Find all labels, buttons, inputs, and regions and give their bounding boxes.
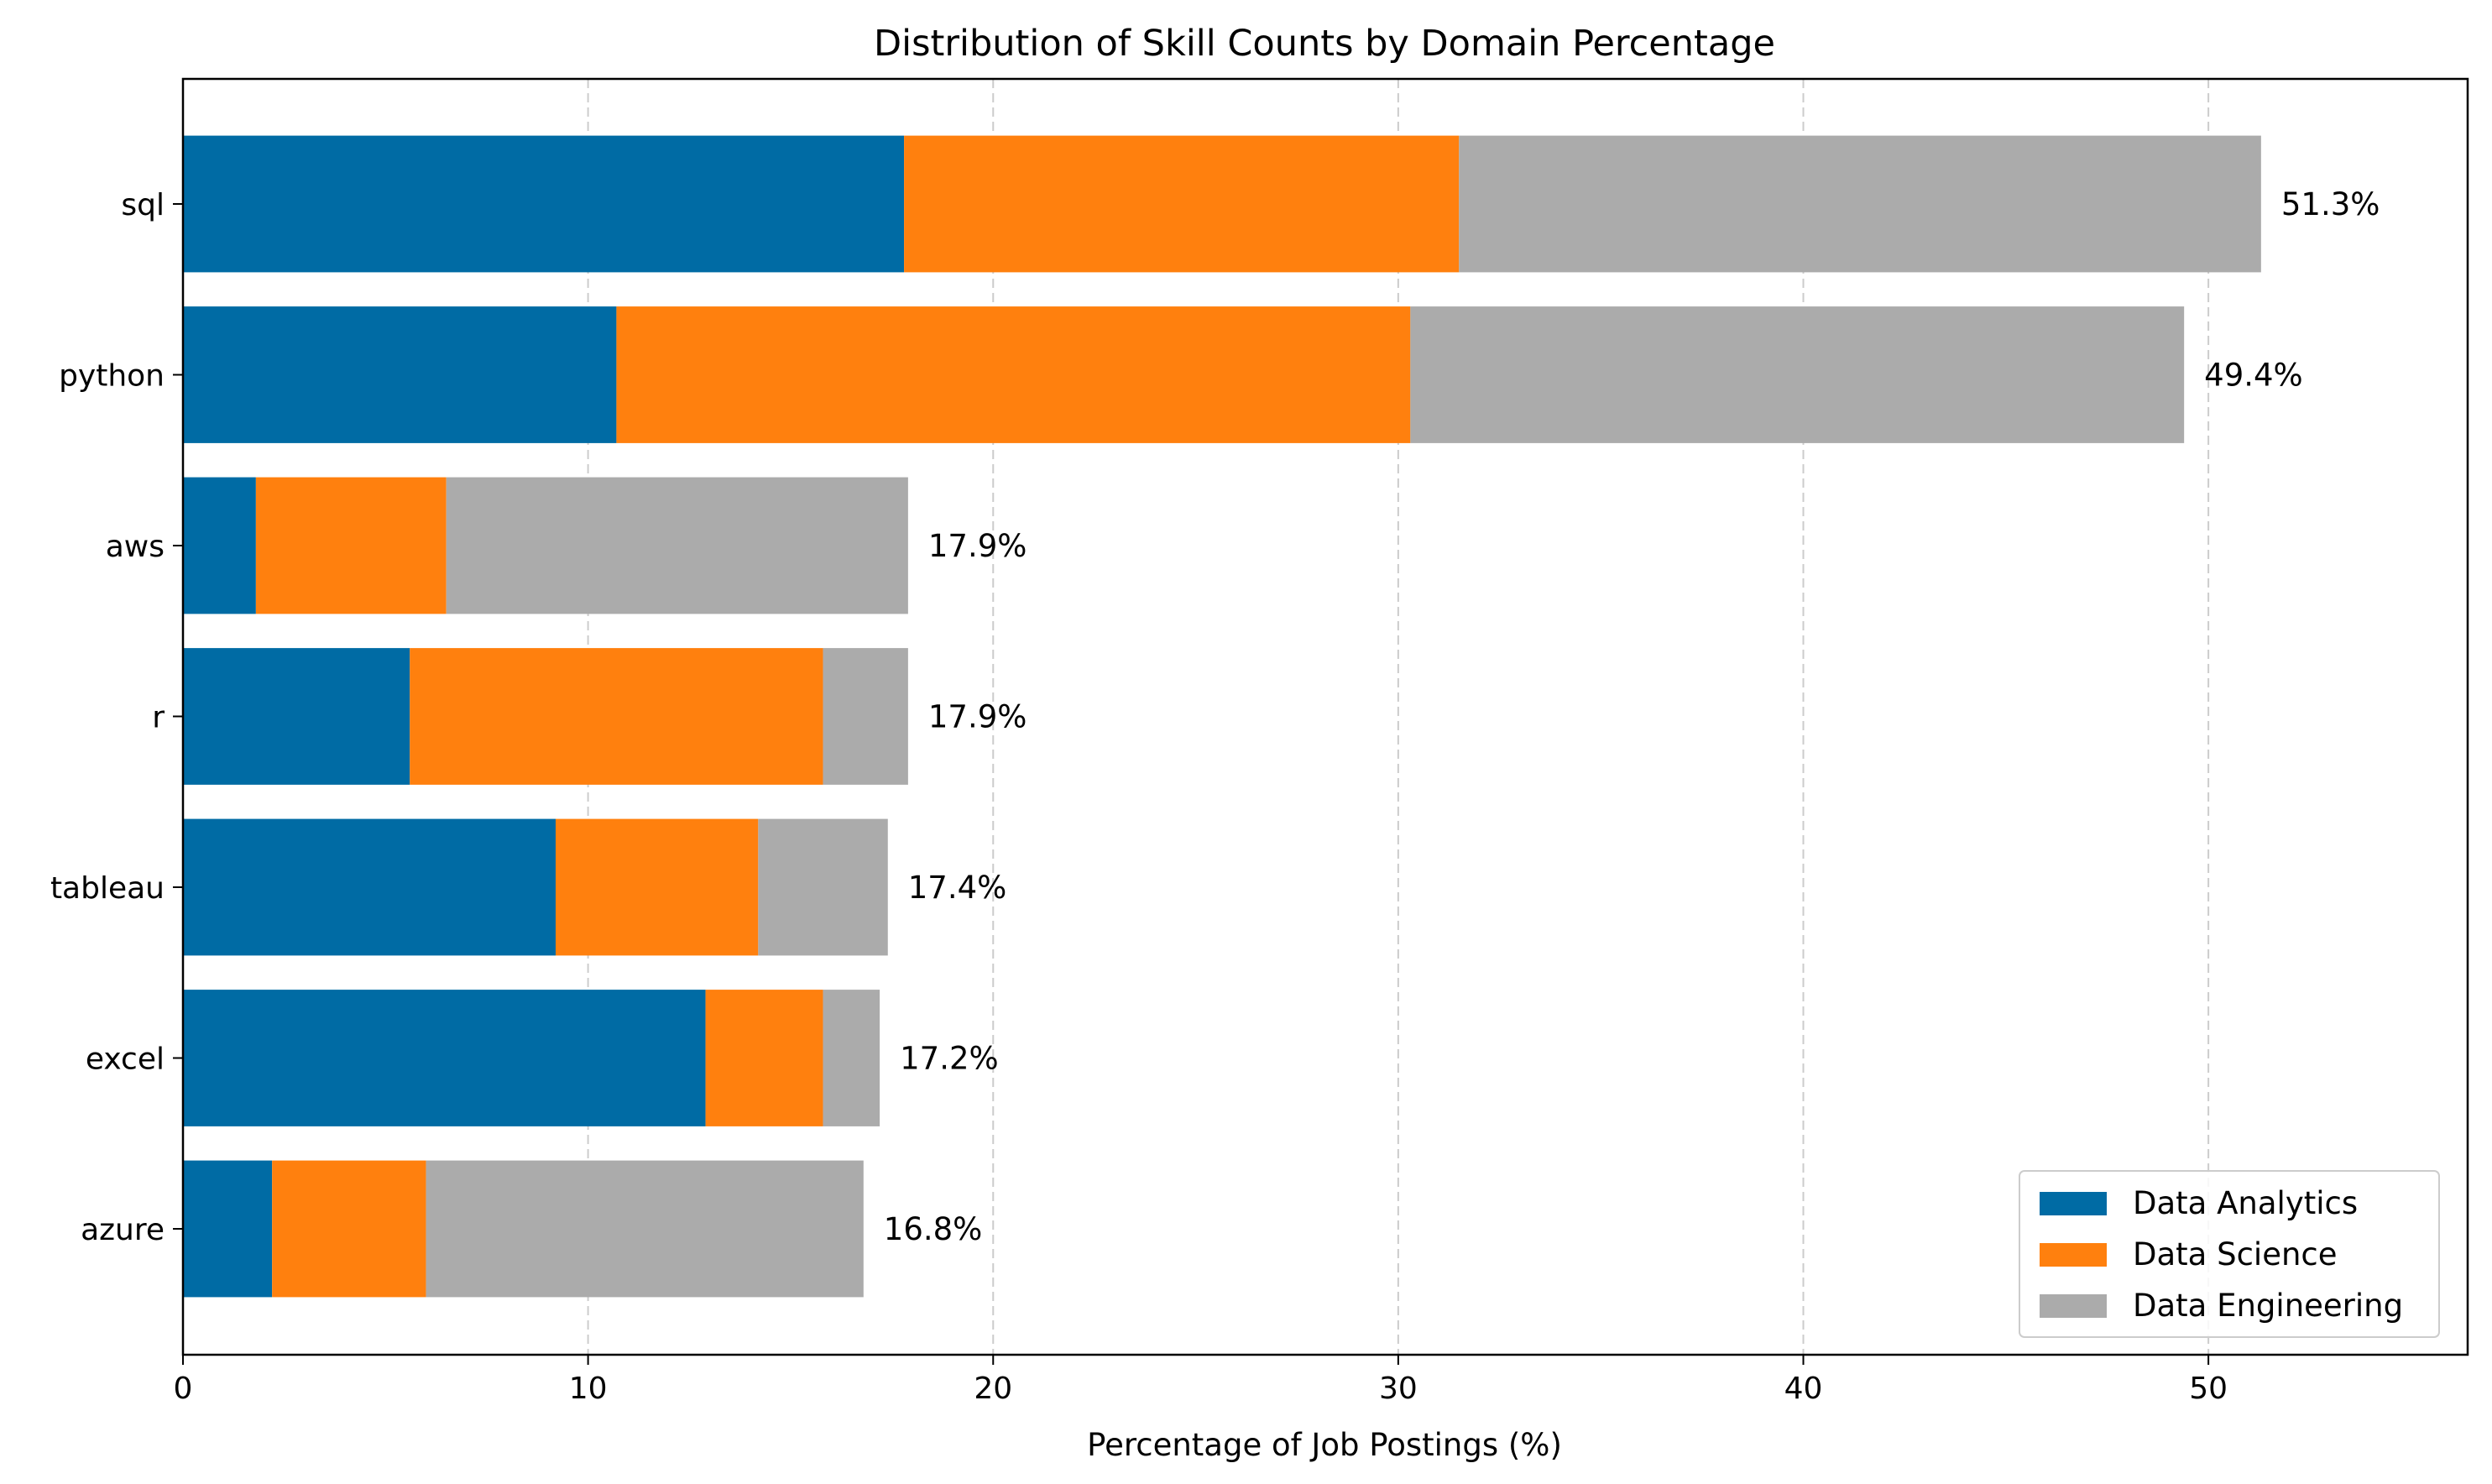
legend-label: Data Engineering	[2133, 1288, 2403, 1324]
bar-segment	[183, 135, 905, 273]
y-tick-label: r	[152, 701, 165, 735]
bar-segment	[183, 477, 256, 614]
x-tick-label: 0	[174, 1372, 193, 1406]
x-tick-label: 10	[569, 1372, 608, 1406]
y-tick-label: sql	[121, 188, 165, 222]
legend-label: Data Science	[2133, 1236, 2338, 1272]
total-label: 17.9%	[928, 528, 1027, 564]
bar-segment	[183, 1160, 273, 1298]
y-tick-label: azure	[81, 1213, 165, 1247]
legend: Data Analytics Data Science Data Engineeri…	[2019, 1170, 2440, 1338]
x-tick-label: 20	[974, 1372, 1012, 1406]
bar-segment	[183, 306, 617, 443]
bar-segment	[183, 648, 410, 785]
total-label: 49.4%	[2204, 358, 2303, 394]
total-label: 17.9%	[928, 699, 1027, 735]
total-label: 17.4%	[908, 870, 1007, 906]
legend-label: Data Analytics	[2133, 1185, 2358, 1221]
chart-title: Distribution of Skill Counts by Domain P…	[874, 23, 1775, 65]
bar-segment	[426, 1160, 864, 1298]
bar-segment	[556, 818, 759, 956]
y-tick-label: tableau	[50, 871, 165, 906]
x-tick-label: 50	[2189, 1372, 2228, 1406]
bars	[183, 135, 2261, 1298]
x-tick-label: 40	[1784, 1372, 1823, 1406]
total-label: 16.8%	[884, 1211, 983, 1247]
y-tick-label: aws	[106, 530, 165, 564]
legend-swatch	[2040, 1243, 2107, 1267]
bar-segment	[758, 818, 888, 956]
bar-segment	[616, 306, 1411, 443]
bar-segment	[410, 648, 823, 785]
bar-segment	[446, 477, 908, 614]
bar-segment	[183, 818, 556, 956]
bar-segment	[823, 648, 908, 785]
bar-segment	[255, 477, 447, 614]
axes: 0 10 20 30 40 50 sql python aws r tableau excel azur…	[50, 188, 2228, 1406]
y-tick-label: python	[59, 359, 165, 394]
y-tick-label: excel	[86, 1042, 165, 1077]
total-label: 17.2%	[900, 1041, 999, 1077]
legend-box	[2019, 1170, 2440, 1338]
legend-swatch	[2040, 1192, 2107, 1215]
bar-segment	[1410, 306, 2185, 443]
bar-segment	[1459, 135, 2261, 273]
grid-lines	[587, 79, 2210, 1355]
total-label: 51.3%	[2281, 186, 2380, 222]
bar-segment	[823, 990, 880, 1126]
legend-swatch	[2040, 1294, 2107, 1318]
bar-segment	[705, 990, 823, 1126]
bar-segment	[904, 135, 1460, 273]
bar-segment	[183, 990, 706, 1126]
x-tick-label: 30	[1379, 1372, 1418, 1406]
total-labels: 51.3% 49.4% 17.9% 17.9% 17.4% 17.2% 16.8%	[884, 186, 2380, 1247]
bar-segment	[272, 1160, 426, 1298]
x-axis-title: Percentage of Job Postings (%)	[1087, 1427, 1562, 1463]
